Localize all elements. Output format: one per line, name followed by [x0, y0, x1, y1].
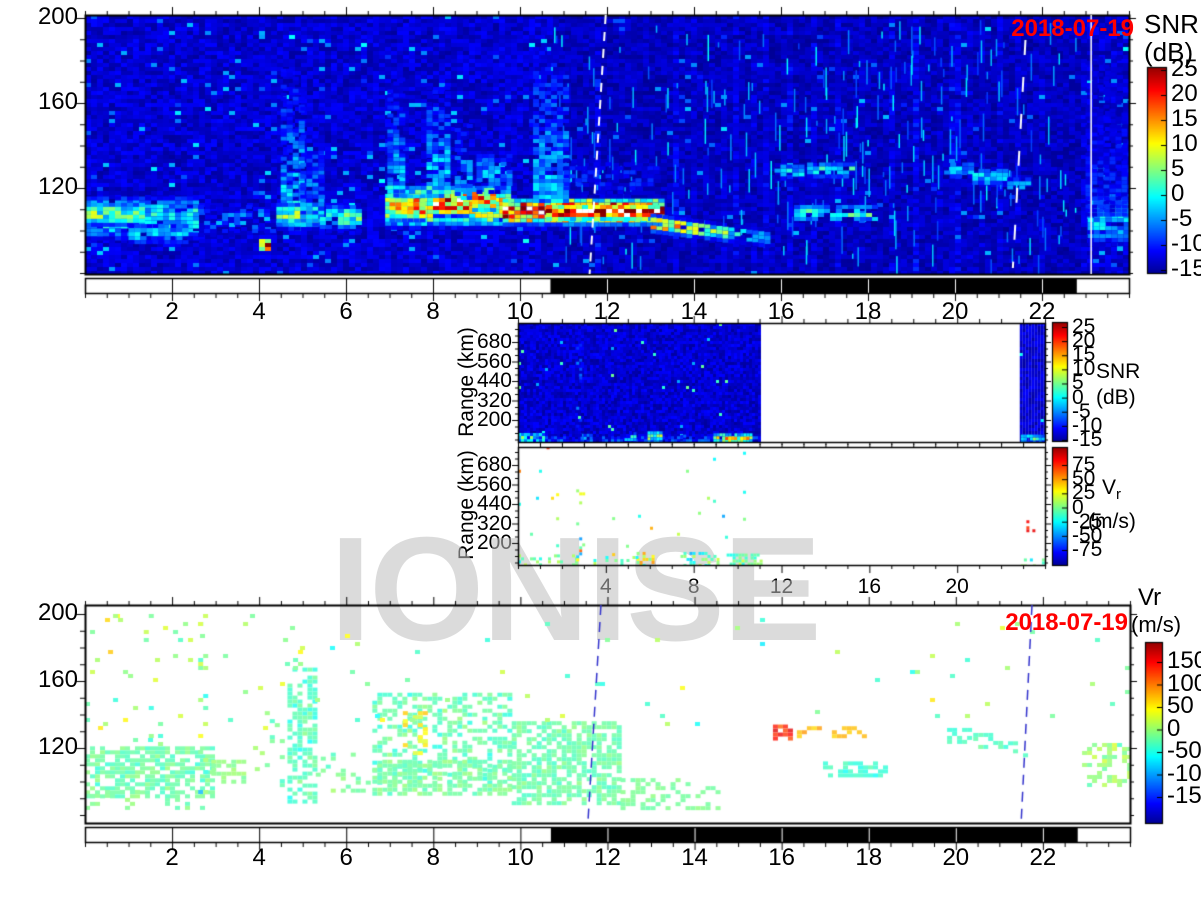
bottom-date-label: 2018-07-19 — [1005, 609, 1128, 636]
top-date-label: 2018-07-19 — [1011, 15, 1134, 42]
